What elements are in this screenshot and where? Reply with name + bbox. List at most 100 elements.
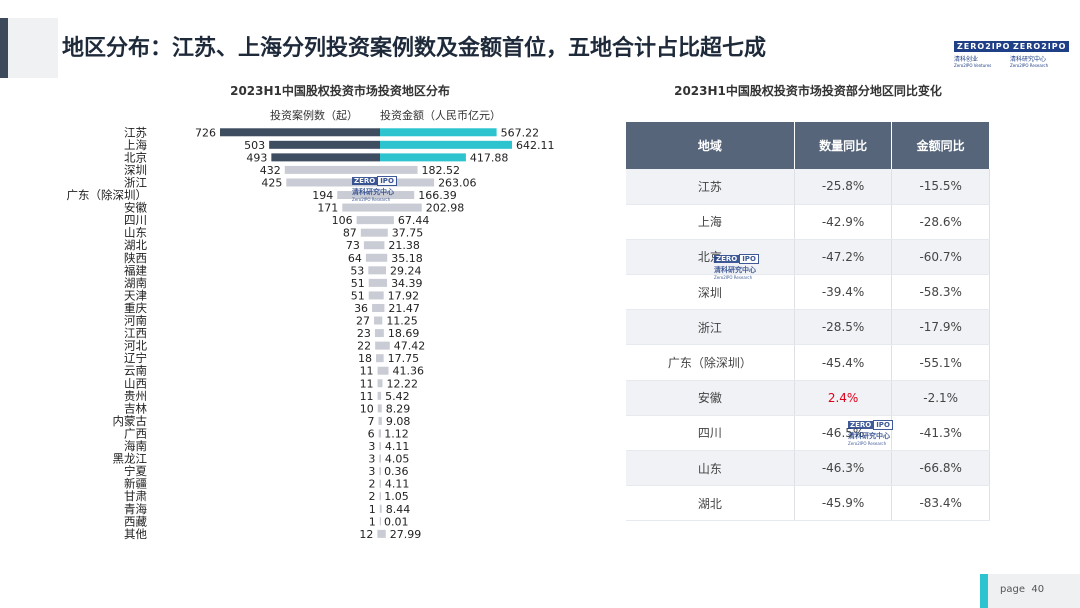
category-label: 天津 [124, 288, 147, 302]
category-label: 北京 [124, 150, 147, 164]
title-accent-background [8, 18, 58, 78]
label-case-count: 11 [360, 365, 374, 378]
label-investment-amount: 4.11 [385, 478, 410, 491]
bar-investment-amount [380, 517, 381, 526]
bar-case-count [378, 416, 380, 425]
cell-count-yoy: -45.9% [794, 485, 893, 522]
table-watermark-1: ZERO IPO 清科研究中心 Zero2IPO Research [714, 246, 759, 280]
category-label: 辽宁 [124, 351, 147, 365]
bar-investment-amount [380, 316, 383, 325]
label-case-count: 87 [343, 227, 357, 240]
category-label: 湖北 [124, 238, 147, 252]
cell-count-yoy: -25.8% [794, 169, 893, 205]
category-label: 湖南 [124, 276, 147, 290]
table-title: 2023H1中国股权投资市场投资部分地区同比变化 [674, 84, 942, 98]
label-investment-amount: 166.39 [418, 189, 457, 202]
label-case-count: 11 [360, 377, 374, 390]
label-investment-amount: 9.08 [386, 415, 411, 428]
page-footer [980, 574, 1080, 608]
category-label: 黑龙江 [113, 452, 148, 466]
bar-investment-amount [380, 454, 381, 463]
cell-region: 山东 [626, 450, 795, 487]
category-label: 山东 [124, 226, 147, 240]
cell-amount-yoy: -83.4% [891, 485, 990, 522]
label-investment-amount: 67.44 [398, 214, 430, 227]
bar-investment-amount [380, 165, 418, 174]
label-investment-amount: 642.11 [516, 139, 555, 152]
cell-region: 北京 [626, 239, 795, 276]
category-label: 山西 [124, 376, 147, 390]
bar-case-count [377, 379, 380, 388]
label-case-count: 171 [317, 202, 338, 215]
cell-amount-yoy: -2.1% [891, 380, 990, 416]
label-case-count: 194 [312, 189, 333, 202]
label-investment-amount: 8.29 [386, 402, 411, 415]
bar-investment-amount [380, 140, 512, 149]
bar-case-count [377, 404, 380, 413]
table-row: 安徽 2.4% -2.1% [626, 380, 990, 416]
label-investment-amount: 47.42 [394, 340, 426, 353]
bar-case-count [378, 429, 380, 438]
header-region: 地域 [626, 122, 795, 169]
bar-case-count [360, 228, 380, 237]
label-case-count: 493 [246, 151, 267, 164]
bar-case-count [363, 241, 380, 250]
bar-investment-amount [380, 404, 382, 413]
label-case-count: 3 [368, 453, 375, 466]
label-investment-amount: 8.44 [386, 503, 411, 516]
bar-case-count [379, 467, 381, 476]
category-label: 青海 [124, 502, 147, 516]
bar-case-count [377, 366, 380, 375]
category-label: 宁夏 [124, 464, 147, 478]
label-case-count: 27 [356, 315, 370, 328]
bar-investment-amount [380, 391, 382, 400]
category-label: 其他 [124, 527, 147, 541]
table-watermark-2: ZERO IPO 清科研究中心 Zero2IPO Research [848, 412, 893, 446]
bar-investment-amount [380, 429, 381, 438]
bar-case-count [372, 303, 380, 312]
page-number: page 40 [1000, 584, 1045, 595]
label-investment-amount: 12.22 [387, 377, 419, 390]
category-label: 福建 [124, 263, 147, 277]
label-investment-amount: 1.05 [384, 490, 409, 503]
cell-amount-yoy: -55.1% [891, 344, 990, 381]
label-investment-amount: 0.36 [384, 465, 409, 478]
bar-investment-amount [380, 216, 394, 225]
category-label: 江西 [124, 326, 147, 340]
bar-investment-amount [380, 241, 385, 250]
bar-case-count [375, 341, 380, 350]
bar-investment-amount [380, 203, 422, 212]
bar-case-count [220, 128, 380, 137]
bar-investment-amount [380, 291, 384, 300]
label-investment-amount: 5.42 [385, 390, 410, 403]
category-label: 上海 [124, 138, 147, 152]
category-label: 深圳 [124, 163, 147, 177]
label-case-count: 51 [351, 289, 365, 302]
cell-region: 安徽 [626, 380, 795, 416]
label-case-count: 23 [357, 327, 371, 340]
category-label: 新疆 [124, 477, 147, 491]
label-case-count: 11 [360, 390, 374, 403]
cell-region: 江苏 [626, 169, 795, 205]
label-investment-amount: 37.75 [392, 227, 424, 240]
header-count-yoy: 数量同比 [794, 122, 893, 169]
bar-case-count [356, 216, 380, 225]
title-bar: 地区分布：江苏、上海分列投资案例数及金额首位，五地合计占比超七成 [0, 18, 1080, 78]
category-label: 重庆 [124, 301, 147, 315]
bar-case-count [286, 178, 380, 187]
bar-investment-amount [380, 278, 388, 287]
bar-investment-amount [380, 128, 497, 137]
label-investment-amount: 4.05 [385, 453, 410, 466]
bar-case-count [377, 529, 380, 538]
zero2ipo-research-logo: ZERO2IPO 清科研究中心 Zero2IPO Research [1010, 34, 1070, 68]
bar-investment-amount [380, 191, 415, 200]
bar-case-count [368, 291, 380, 300]
label-case-count: 22 [357, 340, 371, 353]
category-label: 海南 [124, 439, 147, 453]
bar-case-count [271, 153, 380, 162]
label-case-count: 36 [354, 302, 368, 315]
cell-region: 浙江 [626, 309, 795, 346]
bar-investment-amount [380, 178, 435, 187]
bar-investment-amount [380, 442, 381, 451]
